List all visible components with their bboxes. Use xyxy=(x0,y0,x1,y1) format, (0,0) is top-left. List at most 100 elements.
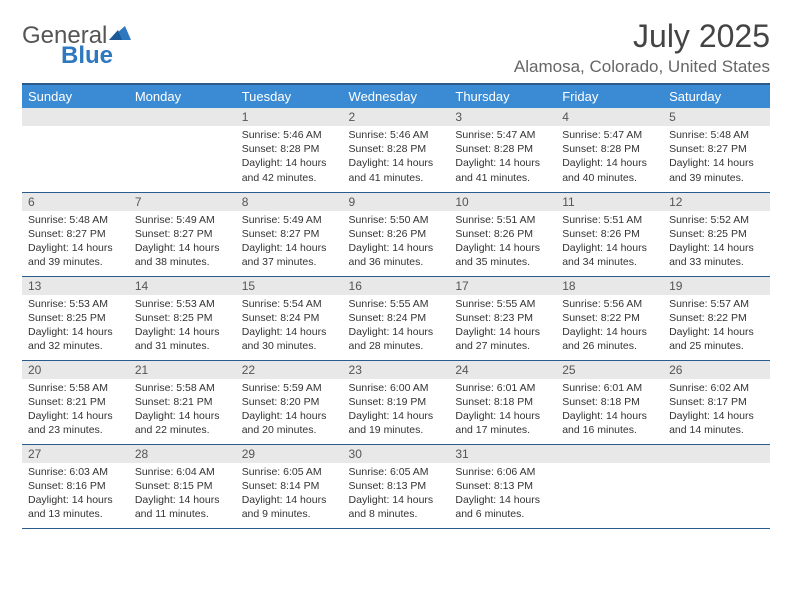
day-number: 24 xyxy=(449,361,556,379)
calendar-day-cell: 12Sunrise: 5:52 AMSunset: 8:25 PMDayligh… xyxy=(663,192,770,276)
logo: GeneralBlue xyxy=(22,24,131,74)
calendar-day-cell: 27Sunrise: 6:03 AMSunset: 8:16 PMDayligh… xyxy=(22,444,129,528)
day-number: 14 xyxy=(129,277,236,295)
calendar-day-cell: 29Sunrise: 6:05 AMSunset: 8:14 PMDayligh… xyxy=(236,444,343,528)
day-number: 30 xyxy=(343,445,450,463)
day-number: 18 xyxy=(556,277,663,295)
calendar-day-cell: 23Sunrise: 6:00 AMSunset: 8:19 PMDayligh… xyxy=(343,360,450,444)
calendar-day-cell: 2Sunrise: 5:46 AMSunset: 8:28 PMDaylight… xyxy=(343,108,450,192)
day-content: Sunrise: 5:53 AMSunset: 8:25 PMDaylight:… xyxy=(129,295,236,358)
calendar-day-cell: 26Sunrise: 6:02 AMSunset: 8:17 PMDayligh… xyxy=(663,360,770,444)
calendar-day-cell: 6Sunrise: 5:48 AMSunset: 8:27 PMDaylight… xyxy=(22,192,129,276)
calendar-day-cell: 16Sunrise: 5:55 AMSunset: 8:24 PMDayligh… xyxy=(343,276,450,360)
location: Alamosa, Colorado, United States xyxy=(514,57,770,77)
day-number: 9 xyxy=(343,193,450,211)
day-number: 31 xyxy=(449,445,556,463)
day-content: Sunrise: 6:05 AMSunset: 8:13 PMDaylight:… xyxy=(343,463,450,526)
calendar-day-cell xyxy=(22,108,129,192)
day-number: 25 xyxy=(556,361,663,379)
day-content: Sunrise: 5:56 AMSunset: 8:22 PMDaylight:… xyxy=(556,295,663,358)
calendar-day-cell: 25Sunrise: 6:01 AMSunset: 8:18 PMDayligh… xyxy=(556,360,663,444)
weekday-monday: Monday xyxy=(129,84,236,108)
day-content: Sunrise: 5:54 AMSunset: 8:24 PMDaylight:… xyxy=(236,295,343,358)
weekday-tuesday: Tuesday xyxy=(236,84,343,108)
weekday-friday: Friday xyxy=(556,84,663,108)
day-content: Sunrise: 5:50 AMSunset: 8:26 PMDaylight:… xyxy=(343,211,450,274)
day-content: Sunrise: 5:52 AMSunset: 8:25 PMDaylight:… xyxy=(663,211,770,274)
day-number: 12 xyxy=(663,193,770,211)
day-content: Sunrise: 5:51 AMSunset: 8:26 PMDaylight:… xyxy=(449,211,556,274)
calendar-day-cell: 17Sunrise: 5:55 AMSunset: 8:23 PMDayligh… xyxy=(449,276,556,360)
day-number: 1 xyxy=(236,108,343,126)
title-block: July 2025 Alamosa, Colorado, United Stat… xyxy=(514,18,770,77)
day-number: 4 xyxy=(556,108,663,126)
day-number: 16 xyxy=(343,277,450,295)
day-content: Sunrise: 5:58 AMSunset: 8:21 PMDaylight:… xyxy=(129,379,236,442)
calendar-day-cell: 11Sunrise: 5:51 AMSunset: 8:26 PMDayligh… xyxy=(556,192,663,276)
calendar-day-cell: 5Sunrise: 5:48 AMSunset: 8:27 PMDaylight… xyxy=(663,108,770,192)
day-number: 11 xyxy=(556,193,663,211)
day-content: Sunrise: 5:59 AMSunset: 8:20 PMDaylight:… xyxy=(236,379,343,442)
calendar-week-row: 13Sunrise: 5:53 AMSunset: 8:25 PMDayligh… xyxy=(22,276,770,360)
weekday-wednesday: Wednesday xyxy=(343,84,450,108)
calendar-day-cell: 15Sunrise: 5:54 AMSunset: 8:24 PMDayligh… xyxy=(236,276,343,360)
day-number: 8 xyxy=(236,193,343,211)
day-number: 15 xyxy=(236,277,343,295)
calendar-week-row: 6Sunrise: 5:48 AMSunset: 8:27 PMDaylight… xyxy=(22,192,770,276)
calendar-day-cell: 4Sunrise: 5:47 AMSunset: 8:28 PMDaylight… xyxy=(556,108,663,192)
day-number: 2 xyxy=(343,108,450,126)
day-content: Sunrise: 6:01 AMSunset: 8:18 PMDaylight:… xyxy=(556,379,663,442)
day-content: Sunrise: 5:47 AMSunset: 8:28 PMDaylight:… xyxy=(556,126,663,189)
day-content: Sunrise: 5:46 AMSunset: 8:28 PMDaylight:… xyxy=(236,126,343,189)
month-title: July 2025 xyxy=(514,18,770,55)
day-number: 21 xyxy=(129,361,236,379)
day-content: Sunrise: 5:47 AMSunset: 8:28 PMDaylight:… xyxy=(449,126,556,189)
day-content: Sunrise: 5:57 AMSunset: 8:22 PMDaylight:… xyxy=(663,295,770,358)
day-number: 23 xyxy=(343,361,450,379)
day-content: Sunrise: 6:01 AMSunset: 8:18 PMDaylight:… xyxy=(449,379,556,442)
calendar-day-cell: 13Sunrise: 5:53 AMSunset: 8:25 PMDayligh… xyxy=(22,276,129,360)
day-number: 26 xyxy=(663,361,770,379)
calendar-day-cell: 22Sunrise: 5:59 AMSunset: 8:20 PMDayligh… xyxy=(236,360,343,444)
calendar-day-cell xyxy=(129,108,236,192)
header: GeneralBlue July 2025 Alamosa, Colorado,… xyxy=(22,18,770,77)
day-number: 3 xyxy=(449,108,556,126)
calendar-week-row: 1Sunrise: 5:46 AMSunset: 8:28 PMDaylight… xyxy=(22,108,770,192)
day-number: 10 xyxy=(449,193,556,211)
weekday-thursday: Thursday xyxy=(449,84,556,108)
weekday-sunday: Sunday xyxy=(22,84,129,108)
day-number: 19 xyxy=(663,277,770,295)
day-content: Sunrise: 5:58 AMSunset: 8:21 PMDaylight:… xyxy=(22,379,129,442)
calendar-day-cell: 31Sunrise: 6:06 AMSunset: 8:13 PMDayligh… xyxy=(449,444,556,528)
calendar-day-cell: 3Sunrise: 5:47 AMSunset: 8:28 PMDaylight… xyxy=(449,108,556,192)
day-content: Sunrise: 6:06 AMSunset: 8:13 PMDaylight:… xyxy=(449,463,556,526)
day-number: 17 xyxy=(449,277,556,295)
day-content: Sunrise: 5:48 AMSunset: 8:27 PMDaylight:… xyxy=(663,126,770,189)
calendar-day-cell: 9Sunrise: 5:50 AMSunset: 8:26 PMDaylight… xyxy=(343,192,450,276)
day-content: Sunrise: 6:04 AMSunset: 8:15 PMDaylight:… xyxy=(129,463,236,526)
day-content: Sunrise: 5:48 AMSunset: 8:27 PMDaylight:… xyxy=(22,211,129,274)
day-number: 5 xyxy=(663,108,770,126)
calendar-day-cell: 24Sunrise: 6:01 AMSunset: 8:18 PMDayligh… xyxy=(449,360,556,444)
calendar-day-cell: 19Sunrise: 5:57 AMSunset: 8:22 PMDayligh… xyxy=(663,276,770,360)
day-number: 7 xyxy=(129,193,236,211)
calendar-week-row: 27Sunrise: 6:03 AMSunset: 8:16 PMDayligh… xyxy=(22,444,770,528)
calendar-day-cell xyxy=(663,444,770,528)
calendar-day-cell: 21Sunrise: 5:58 AMSunset: 8:21 PMDayligh… xyxy=(129,360,236,444)
day-number: 6 xyxy=(22,193,129,211)
calendar-day-cell: 8Sunrise: 5:49 AMSunset: 8:27 PMDaylight… xyxy=(236,192,343,276)
day-number: 22 xyxy=(236,361,343,379)
calendar-day-cell: 28Sunrise: 6:04 AMSunset: 8:15 PMDayligh… xyxy=(129,444,236,528)
day-number: 13 xyxy=(22,277,129,295)
weekday-saturday: Saturday xyxy=(663,84,770,108)
day-content: Sunrise: 5:55 AMSunset: 8:24 PMDaylight:… xyxy=(343,295,450,358)
day-content: Sunrise: 5:51 AMSunset: 8:26 PMDaylight:… xyxy=(556,211,663,274)
day-content: Sunrise: 6:05 AMSunset: 8:14 PMDaylight:… xyxy=(236,463,343,526)
day-content: Sunrise: 5:49 AMSunset: 8:27 PMDaylight:… xyxy=(236,211,343,274)
day-number: 20 xyxy=(22,361,129,379)
calendar-table: Sunday Monday Tuesday Wednesday Thursday… xyxy=(22,83,770,529)
calendar-day-cell: 1Sunrise: 5:46 AMSunset: 8:28 PMDaylight… xyxy=(236,108,343,192)
calendar-day-cell: 14Sunrise: 5:53 AMSunset: 8:25 PMDayligh… xyxy=(129,276,236,360)
day-content: Sunrise: 5:46 AMSunset: 8:28 PMDaylight:… xyxy=(343,126,450,189)
calendar-day-cell: 18Sunrise: 5:56 AMSunset: 8:22 PMDayligh… xyxy=(556,276,663,360)
